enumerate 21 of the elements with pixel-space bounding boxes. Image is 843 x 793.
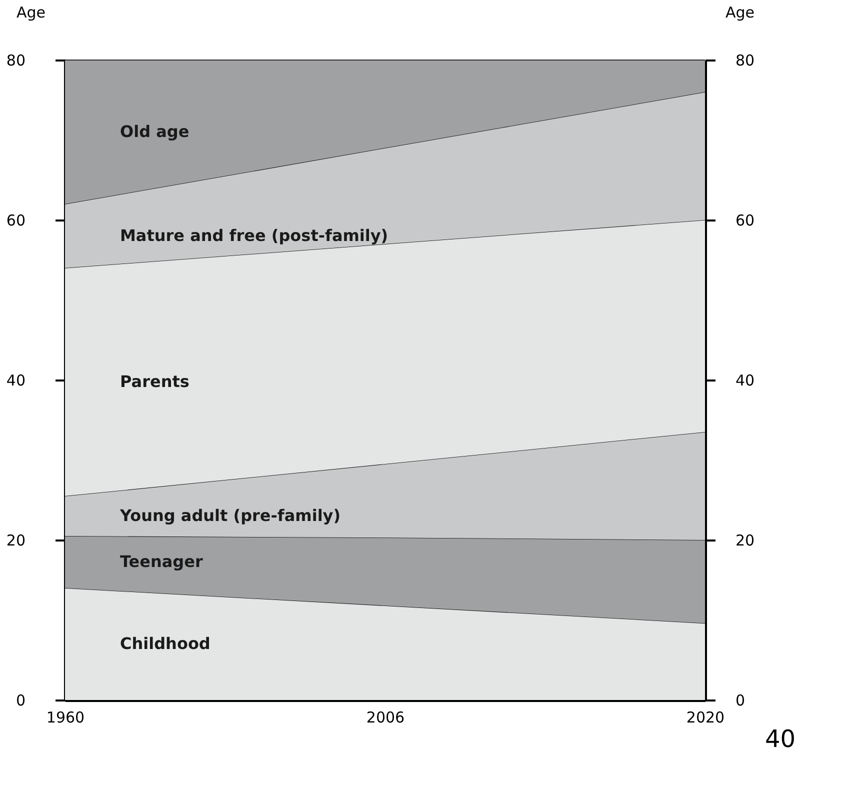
x-tick-label: 2020 xyxy=(686,708,725,726)
y-tick-label: 80 xyxy=(6,52,26,70)
y2-axis-title: Age xyxy=(726,4,755,22)
y-tick-label: 0 xyxy=(16,692,26,710)
x-tick-label: 1960 xyxy=(46,708,85,726)
y2-tick-label: 40 xyxy=(736,372,755,390)
series-label: Young adult (pre-family) xyxy=(119,506,341,525)
series-label: Old age xyxy=(120,122,190,141)
y2-tick-label: 20 xyxy=(736,532,755,550)
y-axis-title: Age xyxy=(16,4,46,22)
text: 40 xyxy=(765,725,796,753)
y2-tick-label: 60 xyxy=(736,212,755,230)
series-label: Parents xyxy=(120,372,190,391)
y2-tick-label: 80 xyxy=(736,52,755,70)
y-tick-label: 60 xyxy=(6,212,26,230)
y2-tick-label: 0 xyxy=(736,692,746,710)
x-tick-label: 2006 xyxy=(366,708,405,726)
series-label: Teenager xyxy=(120,552,203,571)
y-tick-label: 40 xyxy=(6,372,26,390)
series-label: Mature and free (post-family) xyxy=(120,226,388,245)
y-tick-label: 20 xyxy=(6,532,26,550)
